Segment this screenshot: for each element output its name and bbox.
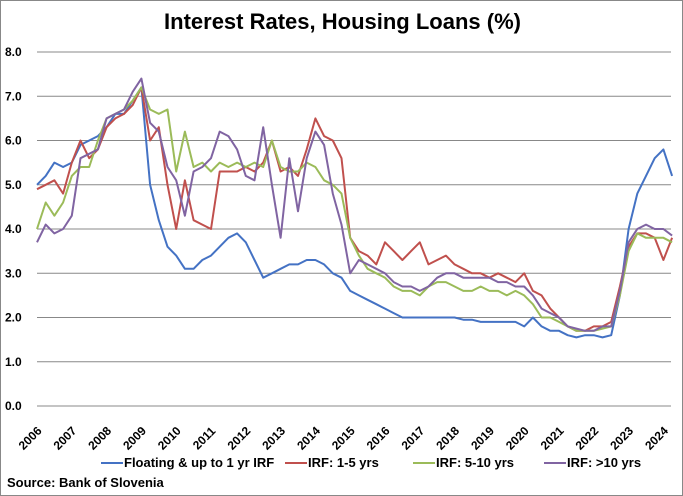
x-tick-label: 2006: [16, 424, 45, 453]
legend-label: IRF: 5-10 yrs: [436, 455, 514, 470]
x-tick-label: 2014: [294, 424, 323, 453]
series-line-3: [36, 86, 673, 332]
x-tick-label: 2023: [607, 424, 636, 453]
x-tick-label: 2012: [225, 424, 254, 453]
x-tick-label: 2007: [51, 424, 80, 453]
x-tick-label: 2010: [155, 424, 184, 453]
x-tick-label: 2018: [433, 424, 462, 453]
x-tick-label: 2017: [399, 424, 428, 453]
x-tick-label: 2021: [538, 424, 567, 453]
y-tick-label: 4.0: [5, 222, 22, 236]
x-tick-label: 2022: [573, 424, 602, 453]
y-tick-label: 6.0: [5, 134, 22, 148]
y-tick-label: 2.0: [5, 311, 22, 325]
y-tick-label: 7.0: [5, 89, 22, 103]
y-tick-label: 1.0: [5, 355, 22, 369]
chart-title: Interest Rates, Housing Loans (%): [164, 9, 521, 34]
y-tick-label: 8.0: [5, 45, 22, 59]
series-line-4: [36, 77, 673, 332]
series-line-2: [36, 86, 674, 332]
x-tick-label: 2008: [85, 424, 114, 453]
legend-label: Floating & up to 1 yr IRF: [124, 455, 274, 470]
legend-label: IRF: 1-5 yrs: [308, 455, 379, 470]
x-tick-label: 2011: [190, 424, 219, 453]
x-tick-label: 2009: [120, 424, 149, 453]
series-line-1: [36, 86, 674, 339]
x-tick-label: 2016: [364, 424, 393, 453]
legend-label: IRF: >10 yrs: [567, 455, 641, 470]
x-tick-label: 2015: [329, 424, 358, 453]
y-tick-label: 3.0: [5, 266, 22, 280]
x-tick-label: 2020: [503, 424, 532, 453]
x-tick-label: 2024: [642, 424, 671, 453]
x-tick-label: 2013: [259, 424, 288, 453]
y-tick-label: 5.0: [5, 178, 22, 192]
source-note: Source: Bank of Slovenia: [7, 475, 164, 490]
y-tick-label: 0.0: [5, 399, 22, 413]
x-tick-label: 2019: [468, 424, 497, 453]
